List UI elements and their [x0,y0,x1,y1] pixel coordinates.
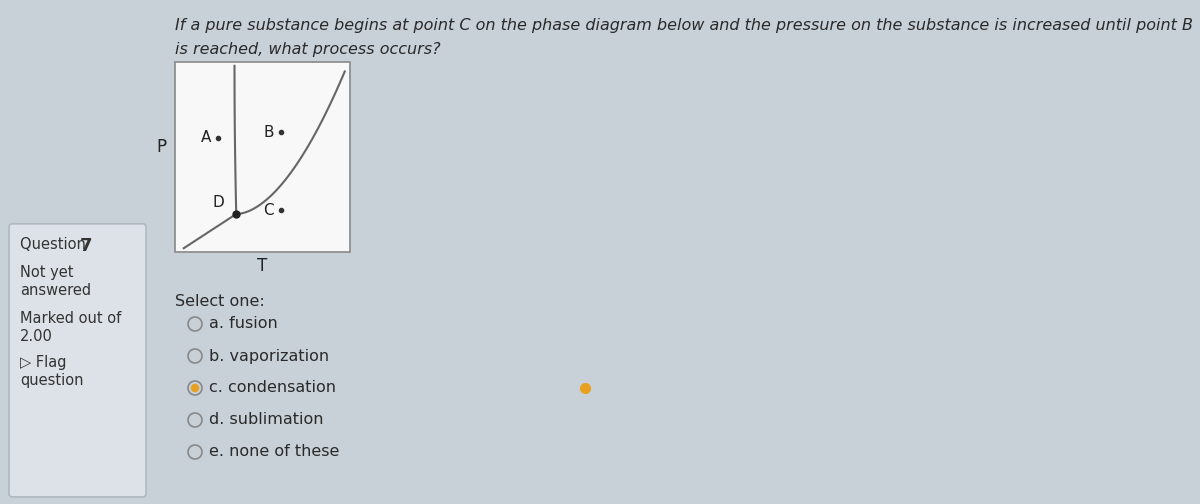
Text: a. fusion: a. fusion [209,317,277,332]
FancyBboxPatch shape [175,62,350,252]
Text: Not yet: Not yet [20,265,73,280]
Text: C: C [263,203,274,218]
Text: c. condensation: c. condensation [209,381,336,396]
Text: Select one:: Select one: [175,294,265,309]
Text: Question: Question [20,237,90,252]
Text: B: B [264,125,274,140]
Text: If a pure substance begins at point C on the phase diagram below and the pressur: If a pure substance begins at point C on… [175,18,1193,33]
Text: 7: 7 [80,237,92,255]
Circle shape [192,385,198,392]
Text: is reached, what process occurs?: is reached, what process occurs? [175,42,440,57]
Text: d. sublimation: d. sublimation [209,412,324,427]
Text: 2.00: 2.00 [20,329,53,344]
Text: question: question [20,373,84,388]
Text: answered: answered [20,283,91,298]
Text: P: P [156,139,166,157]
FancyBboxPatch shape [10,224,146,497]
Text: b. vaporization: b. vaporization [209,348,329,363]
Text: e. none of these: e. none of these [209,445,340,460]
Text: T: T [257,257,268,275]
Text: ▷ Flag: ▷ Flag [20,355,66,370]
Text: A: A [200,131,211,146]
Text: Marked out of: Marked out of [20,311,121,326]
Text: D: D [212,195,224,210]
